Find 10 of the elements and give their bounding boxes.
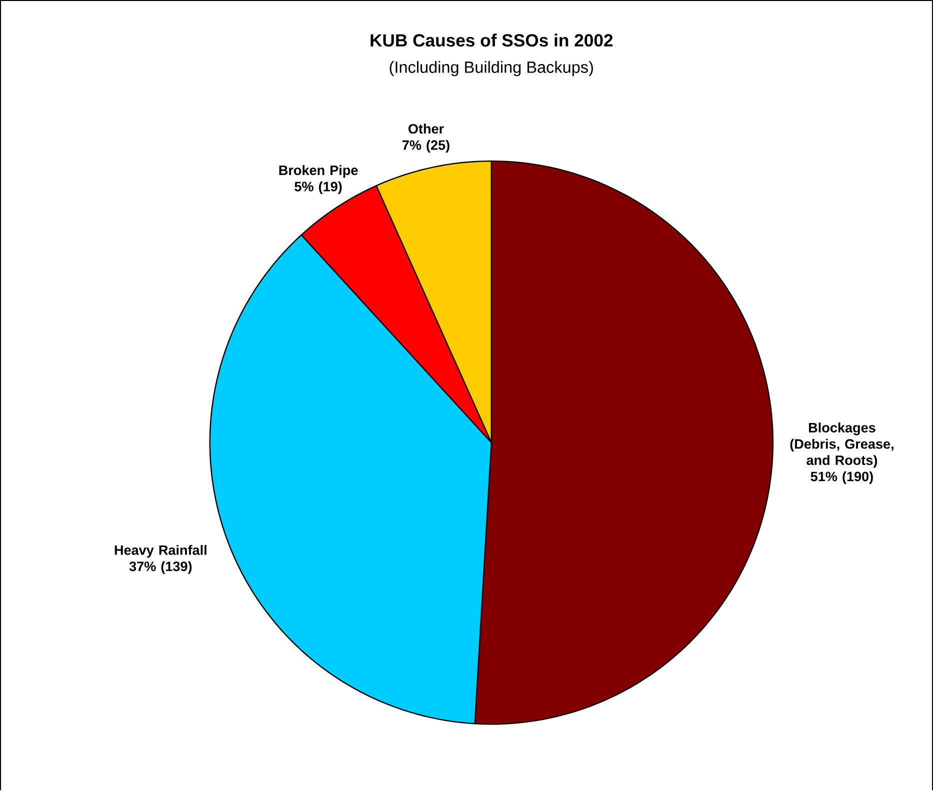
chart-subtitle: (Including Building Backups) <box>390 61 593 76</box>
slice-label: Heavy Rainfall <box>114 545 206 558</box>
data-label: 37% (139) <box>129 561 192 574</box>
data-label: 7% (25) <box>402 140 450 153</box>
slice-label: Blockages (Debris, Grease, and Roots) <box>790 422 894 468</box>
slice-label: Other <box>408 124 444 134</box>
data-label: 5% (19) <box>294 182 342 194</box>
data-label: 51% (190) <box>810 471 873 484</box>
chart-title: KUB Causes of SSOs in 2002 <box>370 34 613 47</box>
slice-label: Broken Pipe <box>279 165 358 178</box>
